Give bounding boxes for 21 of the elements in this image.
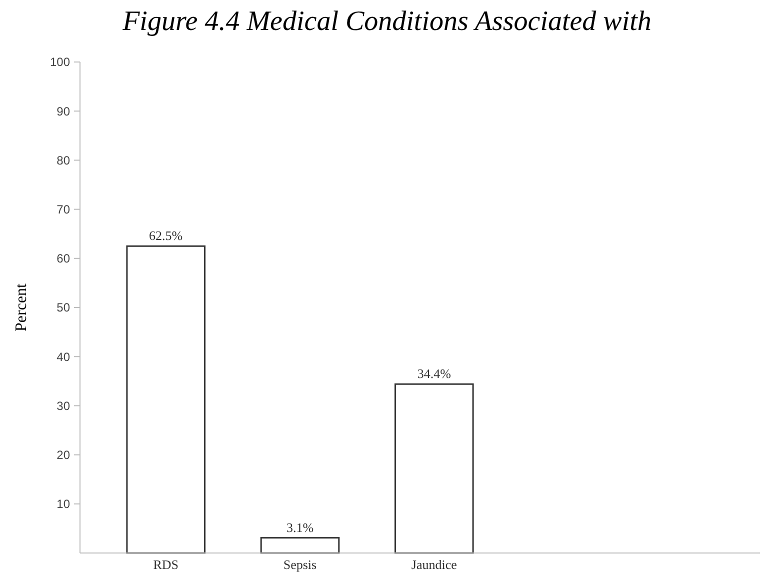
bar xyxy=(394,383,474,554)
data-label: 3.1% xyxy=(286,520,314,535)
y-tick-label: 90 xyxy=(56,104,70,118)
y-tick-label: 40 xyxy=(56,350,70,364)
x-tick-label: RDS xyxy=(153,557,178,572)
chart-title: Figure 4.4 Medical Conditions Associated with xyxy=(122,6,652,37)
y-tick-label: 10 xyxy=(56,497,70,512)
data-label: 62.5% xyxy=(149,228,183,244)
y-tick-label: 70 xyxy=(56,202,70,216)
y-tick-label: 30 xyxy=(56,398,70,413)
y-tick-label: 20 xyxy=(56,448,70,462)
x-tick-label: Jaundice xyxy=(411,557,458,572)
y-tick-label: 80 xyxy=(56,153,70,168)
data-label: 34.4% xyxy=(417,366,452,382)
y-tick-label: 100 xyxy=(50,55,70,70)
bar xyxy=(260,537,340,554)
bar xyxy=(126,245,206,554)
x-tick-label: Sepsis xyxy=(283,557,317,572)
y-axis-title: Percent xyxy=(13,282,30,332)
y-tick-label: 60 xyxy=(56,252,70,266)
y-tick-label: 50 xyxy=(56,300,70,315)
